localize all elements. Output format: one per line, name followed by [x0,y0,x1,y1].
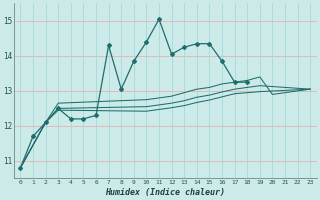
X-axis label: Humidex (Indice chaleur): Humidex (Indice chaleur) [105,188,225,197]
